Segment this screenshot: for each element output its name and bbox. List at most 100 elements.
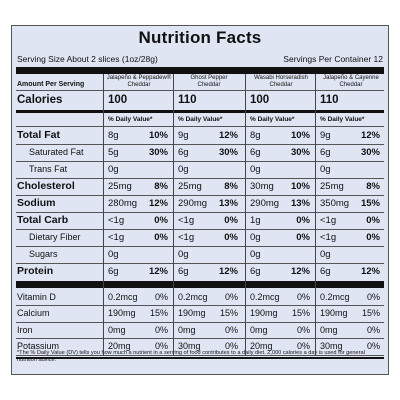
nutrient-label: Dietary Fiber xyxy=(29,232,81,242)
product-name: Wasabi Horseradish xyxy=(254,75,308,81)
nutrient-amount: 6g xyxy=(320,265,331,277)
nutrient-amount: <1g xyxy=(108,214,125,226)
product-column-header: Jalapeño & Cayenne Cheddar xyxy=(318,75,384,88)
micronutrient-label: Calcium xyxy=(17,308,50,319)
calories-label: Calories xyxy=(17,94,63,106)
micronutrient-amount: 190mg xyxy=(178,308,206,319)
nutrient-amount: 0g xyxy=(178,163,189,175)
row-divider xyxy=(16,338,384,339)
nutrient-daily-value: 10% xyxy=(148,129,168,141)
nutrient-amount: 25mg xyxy=(178,180,202,192)
micronutrient-amount: 0.2mcg xyxy=(320,291,350,302)
micronutrient-amount: 20mg xyxy=(108,341,131,352)
dv-divider xyxy=(16,126,384,127)
micronutrient-amount: 0.2mcg xyxy=(250,291,280,302)
micronutrient-amount: 0.2mcg xyxy=(178,291,208,302)
micronutrient-daily-value: 15% xyxy=(361,308,380,319)
nutrient-daily-value: 12% xyxy=(360,129,380,141)
micronutrient-label: Iron xyxy=(17,324,33,335)
protein-rule xyxy=(16,281,384,288)
column-divider xyxy=(245,74,246,356)
micronutrient-daily-value: 0% xyxy=(366,341,380,352)
nutrient-label: Protein xyxy=(17,265,54,278)
header-divider xyxy=(16,90,384,91)
nutrient-daily-value: 8% xyxy=(366,180,380,192)
row-divider xyxy=(16,228,384,230)
nutrient-amount: 5g xyxy=(108,146,119,158)
nutrient-daily-value: 13% xyxy=(290,197,310,209)
row-divider xyxy=(16,354,384,356)
micronutrient-amount: 20mg xyxy=(250,341,273,352)
nutrient-daily-value: 30% xyxy=(290,146,310,158)
micronutrient-daily-value: 0% xyxy=(224,291,238,302)
nutrient-amount: 280mg xyxy=(108,197,138,209)
nutrient-label: Sodium xyxy=(17,197,56,210)
nutrient-amount: 290mg xyxy=(178,197,208,209)
nutrient-amount: 30mg xyxy=(250,180,274,192)
servings-per-container: Servings Per Container 12 xyxy=(283,54,383,64)
nutrient-amount: <1g xyxy=(320,214,337,226)
nutrient-daily-value: 30% xyxy=(148,146,168,158)
nutrient-label: Total Fat xyxy=(17,129,60,142)
nutrient-amount: 25mg xyxy=(320,180,344,192)
nutrient-daily-value: 0% xyxy=(296,231,310,243)
calories-value: 110 xyxy=(320,94,339,106)
nutrient-amount: 350mg xyxy=(320,197,350,209)
nutrient-amount: <1g xyxy=(178,214,195,226)
micronutrient-label: Potassium xyxy=(17,341,60,352)
nutrient-amount: 9g xyxy=(178,129,189,141)
nutrient-daily-value: 12% xyxy=(290,265,310,277)
daily-value-header: % Daily Value* xyxy=(108,116,153,123)
nutrient-amount: 0g xyxy=(178,248,189,260)
nutrient-daily-value: 12% xyxy=(218,129,238,141)
calories-value: 110 xyxy=(178,94,197,106)
nutrient-daily-value: 8% xyxy=(224,180,238,192)
micronutrient-daily-value: 15% xyxy=(149,308,168,319)
nutrient-amount: 0g xyxy=(250,248,261,260)
row-divider xyxy=(16,160,384,162)
nutrient-daily-value: 10% xyxy=(290,129,310,141)
calories-rule xyxy=(16,110,384,113)
nutrient-daily-value: 12% xyxy=(148,197,168,209)
micronutrient-daily-value: 0% xyxy=(154,341,168,352)
micronutrient-daily-value: 0% xyxy=(296,341,310,352)
nutrient-daily-value: 12% xyxy=(148,265,168,277)
nutrient-daily-value: 12% xyxy=(218,265,238,277)
micronutrient-daily-value: 0% xyxy=(224,324,238,335)
nutrient-daily-value: 0% xyxy=(154,231,168,243)
micronutrient-daily-value: 0% xyxy=(366,291,380,302)
micronutrient-amount: 190mg xyxy=(250,308,278,319)
nutrient-daily-value: 30% xyxy=(218,146,238,158)
row-divider xyxy=(16,245,384,247)
daily-value-header: % Daily Value* xyxy=(250,116,295,123)
footnote-rule xyxy=(16,357,384,359)
micronutrient-amount: 0mg xyxy=(108,324,126,335)
nutrient-amount: 0g xyxy=(250,163,261,175)
micronutrient-amount: 0mg xyxy=(250,324,268,335)
product-column-header: Jalapeño & Peppadew® Cheddar xyxy=(106,75,172,88)
product-column-header: Wasabi Horseradish Cheddar xyxy=(248,75,314,88)
nutrient-daily-value: 30% xyxy=(360,146,380,158)
nutrient-amount: <1g xyxy=(320,231,337,243)
daily-value-header: % Daily Value* xyxy=(320,116,365,123)
nutrient-daily-value: 0% xyxy=(154,214,168,226)
row-divider xyxy=(16,262,384,264)
nutrient-daily-value: 0% xyxy=(366,214,380,226)
product-name: Jalapeño & Peppadew® xyxy=(106,75,172,81)
daily-value-footnote: *The % Daily Value (DV) tells you how mu… xyxy=(17,350,365,363)
nutrient-daily-value: 15% xyxy=(360,197,380,209)
micronutrient-daily-value: 0% xyxy=(154,291,168,302)
product-name: Jalapeño & Cayenne xyxy=(323,75,379,81)
nutrient-amount: 9g xyxy=(320,129,331,141)
thick-rule xyxy=(16,67,384,74)
row-divider xyxy=(16,143,384,145)
micronutrient-daily-value: 15% xyxy=(291,308,310,319)
micronutrient-daily-value: 0% xyxy=(296,291,310,302)
product-variety: Cheddar xyxy=(197,81,221,88)
product-variety: Cheddar xyxy=(339,81,363,88)
nutrient-label: Sugars xyxy=(29,249,58,259)
micronutrient-daily-value: 0% xyxy=(154,324,168,335)
nutrient-amount: 0g xyxy=(108,163,119,175)
nutrient-daily-value: 13% xyxy=(218,197,238,209)
nutrient-daily-value: 10% xyxy=(290,180,310,192)
